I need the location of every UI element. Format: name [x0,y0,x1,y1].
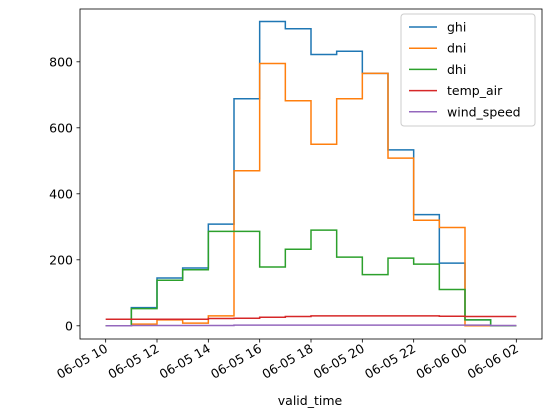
x-tick-label: 06-05 10 [54,341,110,382]
legend-label-temp_air: temp_air [447,83,503,98]
legend-label-dni: dni [447,41,466,56]
x-tick-label: 06-06 00 [413,341,469,382]
x-tick-label: 06-05 12 [105,341,161,382]
series-line-dhi [105,229,517,327]
x-tick-label: 06-05 16 [208,341,264,382]
legend-label-dhi: dhi [447,62,466,77]
y-tick-label: 0 [65,318,73,333]
legend-label-ghi: ghi [447,20,466,35]
y-tick-label: 200 [49,252,73,267]
y-tick-label: 600 [49,120,73,135]
plot-area [105,20,517,327]
x-axis-label: valid_time [278,393,343,408]
y-tick-label: 400 [49,186,73,201]
x-tick-label: 06-05 22 [362,341,418,382]
x-tick-label: 06-06 02 [465,341,521,382]
legend-box [400,13,536,127]
x-tick-label: 06-05 14 [157,341,213,382]
legend-label-wind_speed: wind_speed [447,104,521,119]
x-tick-label: 06-05 18 [259,341,315,382]
series-line-wind_speed [105,324,517,327]
x-tick-label: 06-05 20 [311,341,367,382]
legend: ghi dni dhi temp_air wind_speed [400,13,536,127]
y-tick-label: 800 [49,54,73,69]
series-line-temp_air [105,315,517,320]
